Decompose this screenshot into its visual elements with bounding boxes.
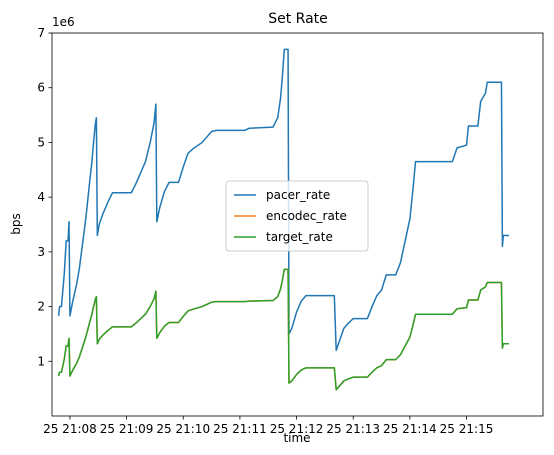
x-tick-label: 25 21:08	[43, 422, 97, 436]
x-tick-label: 25 21:12	[270, 422, 324, 436]
chart-title: Set Rate	[268, 11, 328, 27]
y-tick-label: 4	[37, 190, 45, 204]
legend-box	[225, 180, 369, 252]
x-tick-label: 25 21:10	[156, 422, 210, 436]
legend-label: encodec_rate	[266, 209, 347, 223]
x-tick-label: 25 21:09	[100, 422, 154, 436]
y-axis: 1 2 3 4 5 6 7	[37, 26, 52, 368]
y-tick-label: 6	[37, 81, 45, 95]
legend: pacer_rate encodec_rate target_rate	[225, 180, 369, 252]
series-line-pacer-rate	[57, 48, 510, 352]
x-tick-label: 25 21:13	[326, 422, 380, 436]
y-tick-label: 7	[37, 26, 45, 40]
x-tick-label: 25 21:11	[213, 422, 267, 436]
legend-label: pacer_rate	[266, 188, 330, 202]
x-tick-label: 25 21:15	[440, 422, 494, 436]
y-axis-label: bps	[9, 213, 23, 235]
axes-frame	[51, 32, 544, 417]
legend-label: target_rate	[266, 230, 333, 244]
plot-area	[57, 48, 510, 391]
x-axis: 25 21:08 25 21:09 25 21:10 25 21:11 25 21:12…	[43, 416, 493, 436]
x-tick-label: 25 21:14	[383, 422, 437, 436]
y-tick-label: 5	[37, 135, 45, 149]
series-line-target-rate	[57, 268, 510, 391]
x-axis-label: time	[283, 431, 310, 445]
y-tick-label: 3	[37, 245, 45, 259]
y-tick-label: 1	[37, 354, 45, 368]
y-multiplier-label: 1e6	[52, 15, 75, 29]
y-tick-label: 2	[37, 300, 45, 314]
